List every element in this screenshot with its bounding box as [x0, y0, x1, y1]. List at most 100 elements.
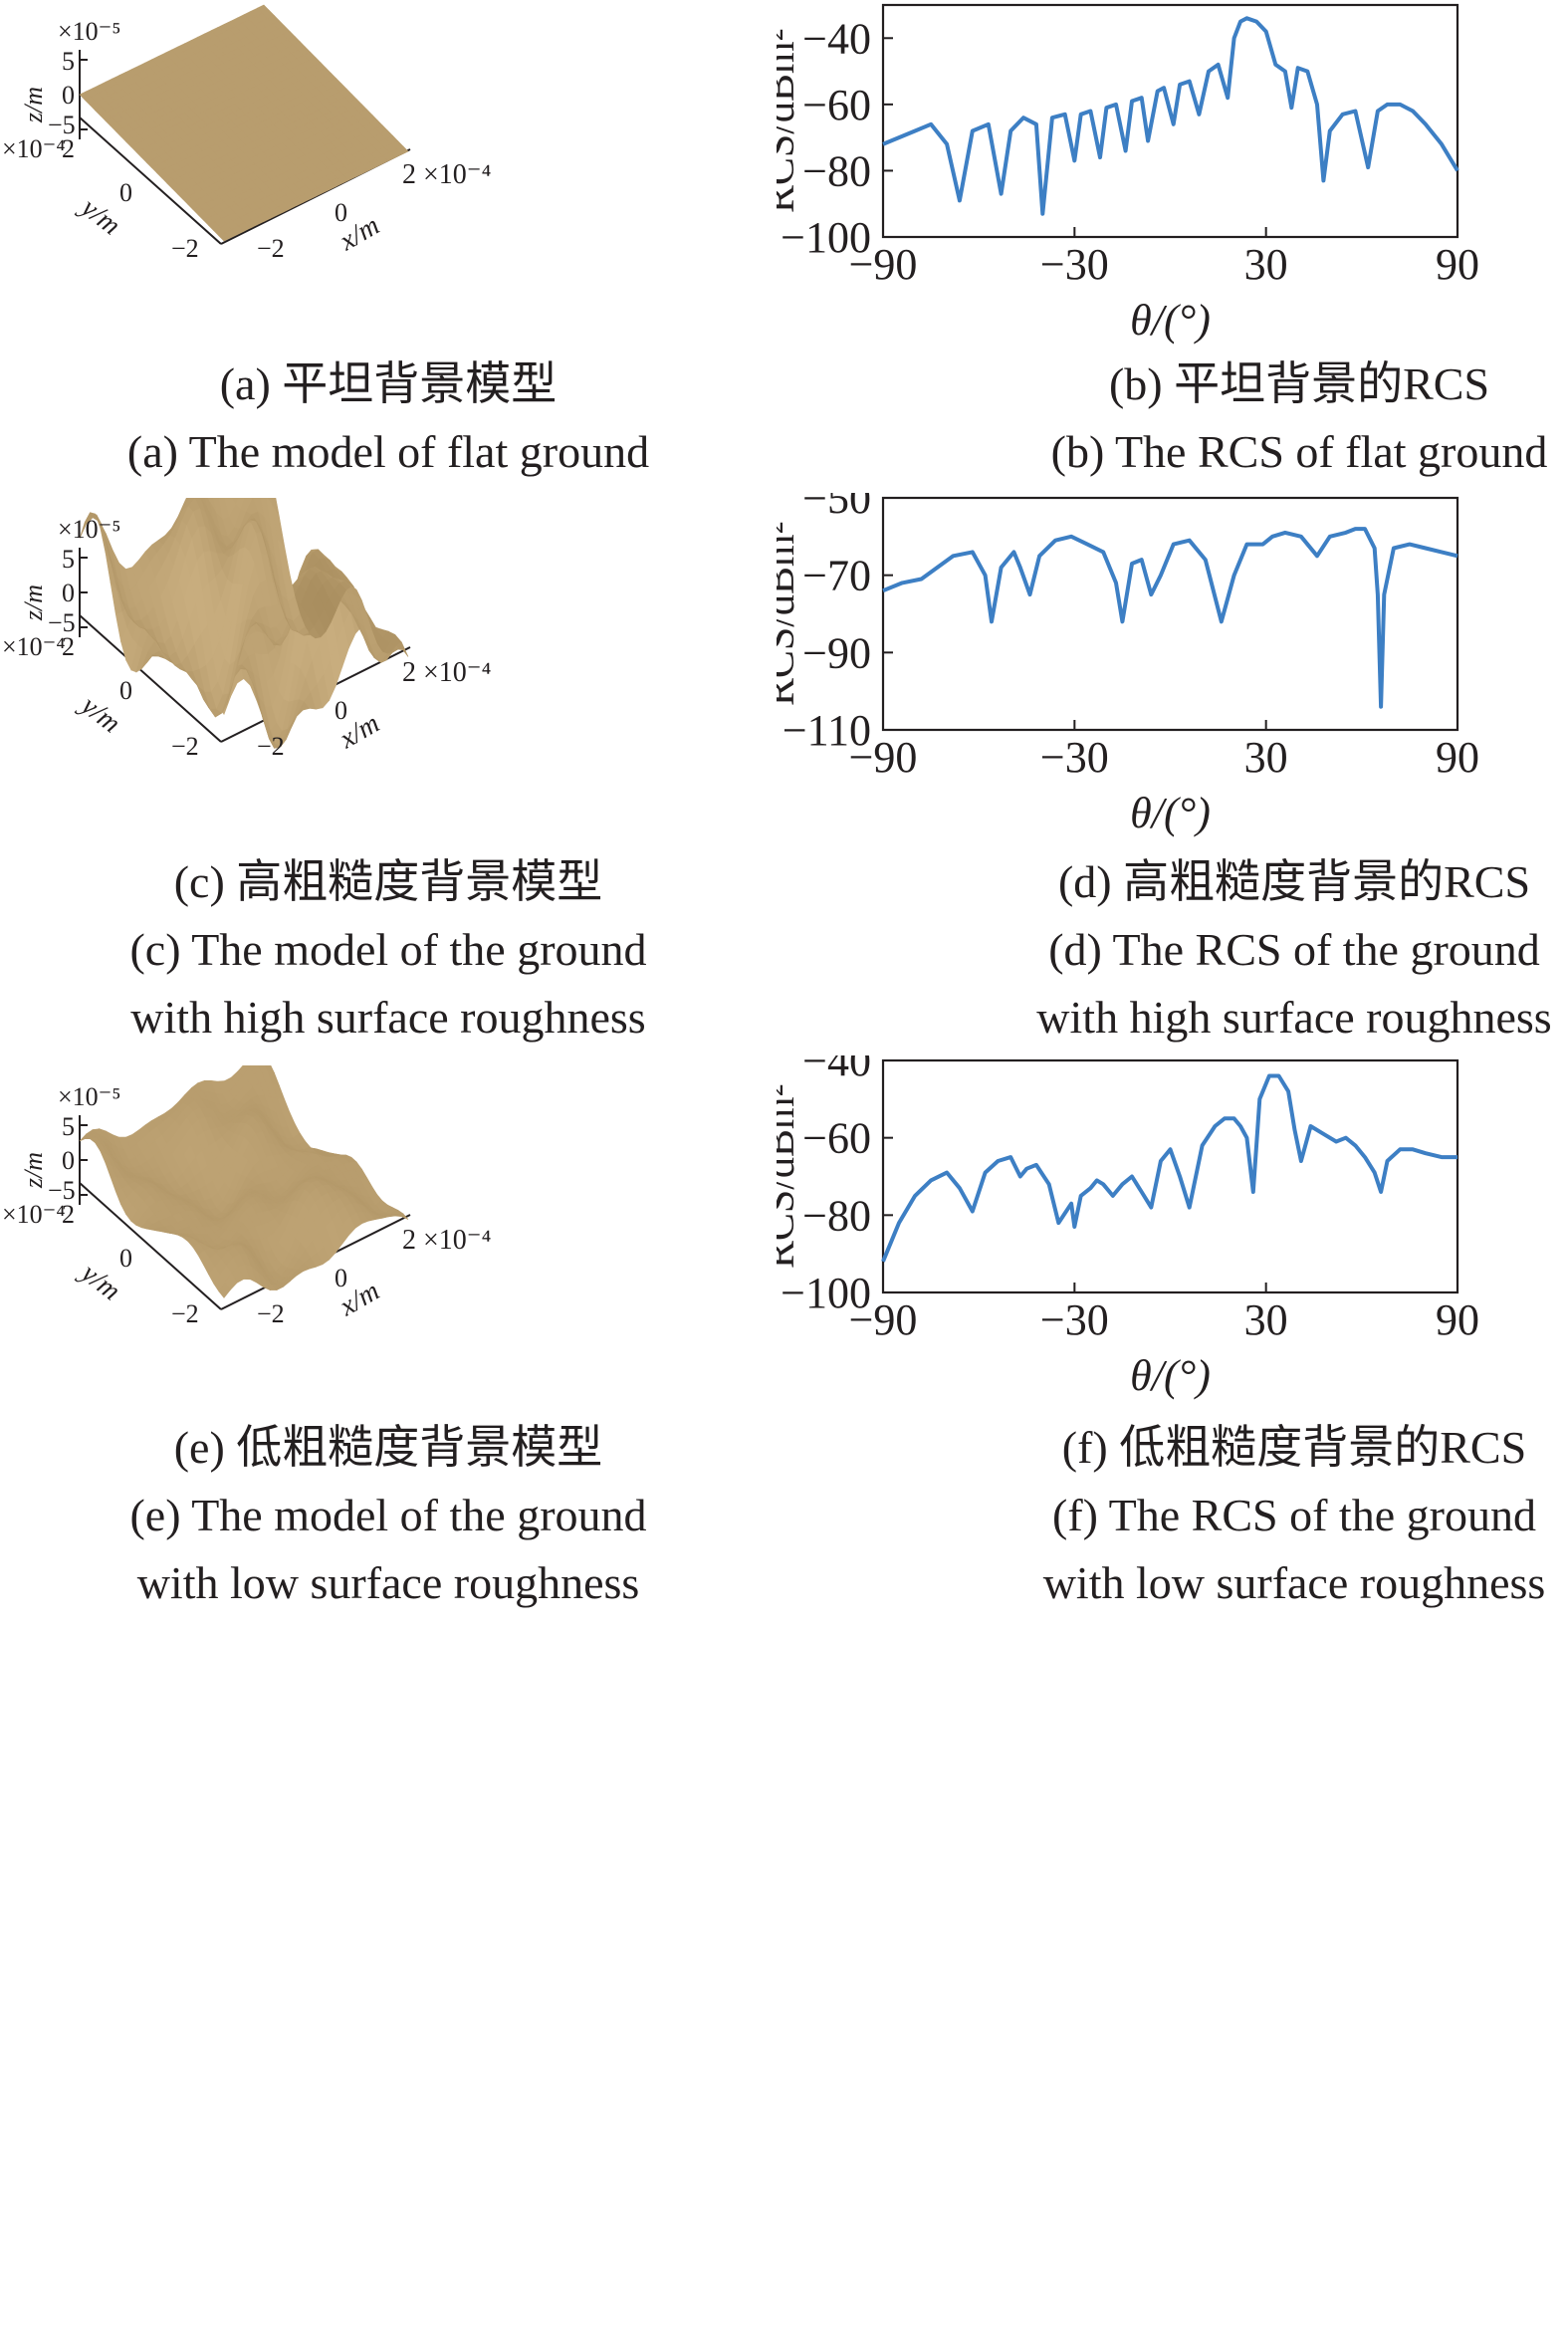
- y-tick-label: −80: [802, 146, 871, 195]
- surface-facet: [235, 498, 246, 510]
- z-axis-label: z/m: [19, 87, 48, 123]
- y-tick-label: 0: [119, 1244, 132, 1273]
- y-tick-label: −40: [802, 14, 871, 63]
- x-tick-label: −2: [257, 234, 285, 263]
- rcs-series-line: [882, 16, 1459, 216]
- surface-plot-c: ×10⁻⁵z/m50−5×10⁻⁴20−2y/m−20x/m2 ×10⁻⁴: [2, 498, 491, 761]
- y-tick-label: −2: [171, 234, 199, 263]
- z-tick-label: 0: [62, 1146, 75, 1175]
- x-axis-label: θ/(°): [1130, 1351, 1211, 1400]
- surface-facet: [232, 498, 239, 506]
- caption-f-cn: (f) 低粗糙度背景的RCS: [1061, 1422, 1527, 1473]
- caption-d-en-1: (d) The RCS of the ground: [1048, 924, 1540, 975]
- plot-frame: [881, 3, 1459, 239]
- caption-b-en-1: (b) The RCS of flat ground: [1050, 426, 1548, 477]
- surface-plot-e: ×10⁻⁵z/m50−5×10⁻⁴20−2y/m−20x/m2 ×10⁻⁴: [2, 1065, 491, 1328]
- y-axis-label: y/m: [73, 190, 125, 241]
- caption-e-en-2: with low surface roughness: [136, 1557, 640, 1608]
- caption-f-en-2: with low surface roughness: [1042, 1557, 1546, 1608]
- z-tick-label: −5: [48, 608, 76, 637]
- y-tick-label: −2: [171, 1299, 199, 1328]
- y-tick-label: −60: [802, 81, 871, 129]
- caption-d: (d) 高粗糙度背景的RCS (d) The RCS of the ground…: [946, 848, 1568, 1052]
- x-tick-label: −30: [1040, 240, 1109, 289]
- caption-c-en-1: (c) The model of the ground: [129, 924, 647, 975]
- surface-facet: [395, 145, 409, 155]
- rcs-chart-b: −90 −30 30 90 −40 −60 −80 −100 θ/(°) RCS/dBm²: [777, 3, 1479, 345]
- z-tick-label: 0: [62, 579, 75, 607]
- x-tick-label: −2: [257, 1299, 285, 1328]
- y-axis-line: [79, 117, 222, 245]
- x-tick-label: 0: [335, 198, 347, 227]
- caption-a: (a) 平坦背景模型 (a) The model of flat ground: [40, 351, 737, 486]
- y-tick-label: −100: [781, 213, 871, 262]
- x-tick-label: 90: [1436, 240, 1479, 289]
- surface-plot-a: ×10⁻⁵z/m50−5×10⁻⁴20−2y/m−20x/m2 ×10⁻⁴: [2, 4, 491, 263]
- caption-c-cn: (c) 高粗糙度背景模型: [173, 856, 603, 907]
- x-exponent: 2 ×10⁻⁴: [402, 159, 491, 190]
- x-tick-label: −90: [849, 733, 918, 782]
- x-exponent: 2 ×10⁻⁴: [402, 657, 491, 688]
- caption-f-en-1: (f) The RCS of the ground: [1052, 1490, 1536, 1540]
- z-tick-label: 5: [62, 1112, 75, 1141]
- caption-d-cn: (d) 高粗糙度背景的RCS: [1057, 856, 1531, 907]
- y-axis-line: [79, 614, 222, 743]
- x-tick-label: −90: [849, 1295, 918, 1344]
- caption-a-cn: (a) 平坦背景模型: [219, 358, 558, 409]
- surface-facet: [245, 1065, 253, 1068]
- y-axis-label: RCS/dBm²: [777, 29, 803, 213]
- rcs-series-line: [882, 527, 1458, 709]
- caption-e: (e) 低粗糙度背景模型 (e) The model of the ground…: [40, 1414, 737, 1617]
- caption-c-en-2: with high surface roughness: [130, 992, 646, 1043]
- y-tick-label: −110: [783, 706, 871, 755]
- caption-d-en-2: with high surface roughness: [1036, 992, 1552, 1043]
- x-tick-label: 0: [335, 696, 347, 725]
- caption-f: (f) 低粗糙度背景的RCS (f) The RCS of the ground…: [946, 1414, 1568, 1617]
- y-tick-label: −2: [171, 732, 199, 761]
- y-tick-label: −90: [802, 628, 871, 677]
- caption-e-cn: (e) 低粗糙度背景模型: [173, 1422, 603, 1473]
- x-tick-label: 30: [1244, 733, 1288, 782]
- y-tick-label: 2: [62, 632, 75, 661]
- z-axis-label: z/m: [19, 1152, 48, 1189]
- surface-panel-e: ×10⁻⁵ z/m 5 0 −5 ×10⁻⁴ 2 0 −2 y/m −2 0 x/m 2 ×10⁻⁴: [0, 1065, 737, 1404]
- caption-b-cn: (b) 平坦背景的RCS: [1108, 358, 1490, 409]
- x-tick-label: −30: [1040, 1295, 1109, 1344]
- x-tick-label: −90: [849, 240, 918, 289]
- y-exponent: ×10⁻⁴: [2, 134, 65, 163]
- surface-panel-a: ×10⁻⁵ z/m 5 0 −5 ×10⁻⁴ 2 0 −2 y/m −2 0 x/m 2 ×10⁻⁴: [0, 0, 737, 329]
- y-axis-label: y/m: [73, 688, 125, 739]
- x-tick-label: 30: [1244, 240, 1288, 289]
- y-tick-label: −50: [802, 493, 871, 523]
- caption-c: (c) 高粗糙度背景模型 (c) The model of the ground…: [40, 848, 737, 1052]
- surface-facet: [395, 1213, 409, 1220]
- y-tick-label: −60: [802, 1114, 871, 1163]
- z-exponent: ×10⁻⁵: [58, 17, 120, 46]
- y-exponent: ×10⁻⁴: [2, 632, 65, 661]
- y-tick-label: −70: [802, 552, 871, 600]
- surface-facet: [395, 641, 409, 657]
- y-tick-label: 0: [119, 676, 132, 705]
- z-tick-label: −5: [48, 111, 76, 139]
- caption-e-en-1: (e) The model of the ground: [129, 1490, 647, 1540]
- rcs-chart-f: −90 −30 30 90 −40 −60 −80 −100 θ/(°) RCS/dBm²: [777, 1055, 1479, 1400]
- z-tick-label: 0: [62, 81, 75, 110]
- z-tick-label: −5: [48, 1176, 76, 1205]
- surface-facet: [184, 498, 189, 502]
- y-tick-label: −80: [802, 1191, 871, 1240]
- z-tick-label: 5: [62, 47, 75, 76]
- x-tick-label: 30: [1244, 1295, 1288, 1344]
- surface-panel-c: ×10⁻⁵ z/m 5 0 −5 ×10⁻⁴ 2 0 −2 y/m −2 0 x/m 2 ×10⁻⁴: [0, 498, 737, 836]
- x-tick-label: −30: [1040, 733, 1109, 782]
- x-axis-label: θ/(°): [1130, 789, 1211, 837]
- z-tick-label: 5: [62, 545, 75, 574]
- x-tick-label: 90: [1436, 1295, 1479, 1344]
- y-tick-label: 2: [62, 1200, 75, 1229]
- surface-facet: [240, 498, 254, 512]
- y-exponent: ×10⁻⁴: [2, 1200, 65, 1229]
- y-axis-line: [79, 1182, 222, 1310]
- y-axis-label: RCS/dBm²: [777, 1084, 803, 1269]
- x-tick-label: −2: [257, 732, 285, 761]
- y-tick-label: 2: [62, 134, 75, 163]
